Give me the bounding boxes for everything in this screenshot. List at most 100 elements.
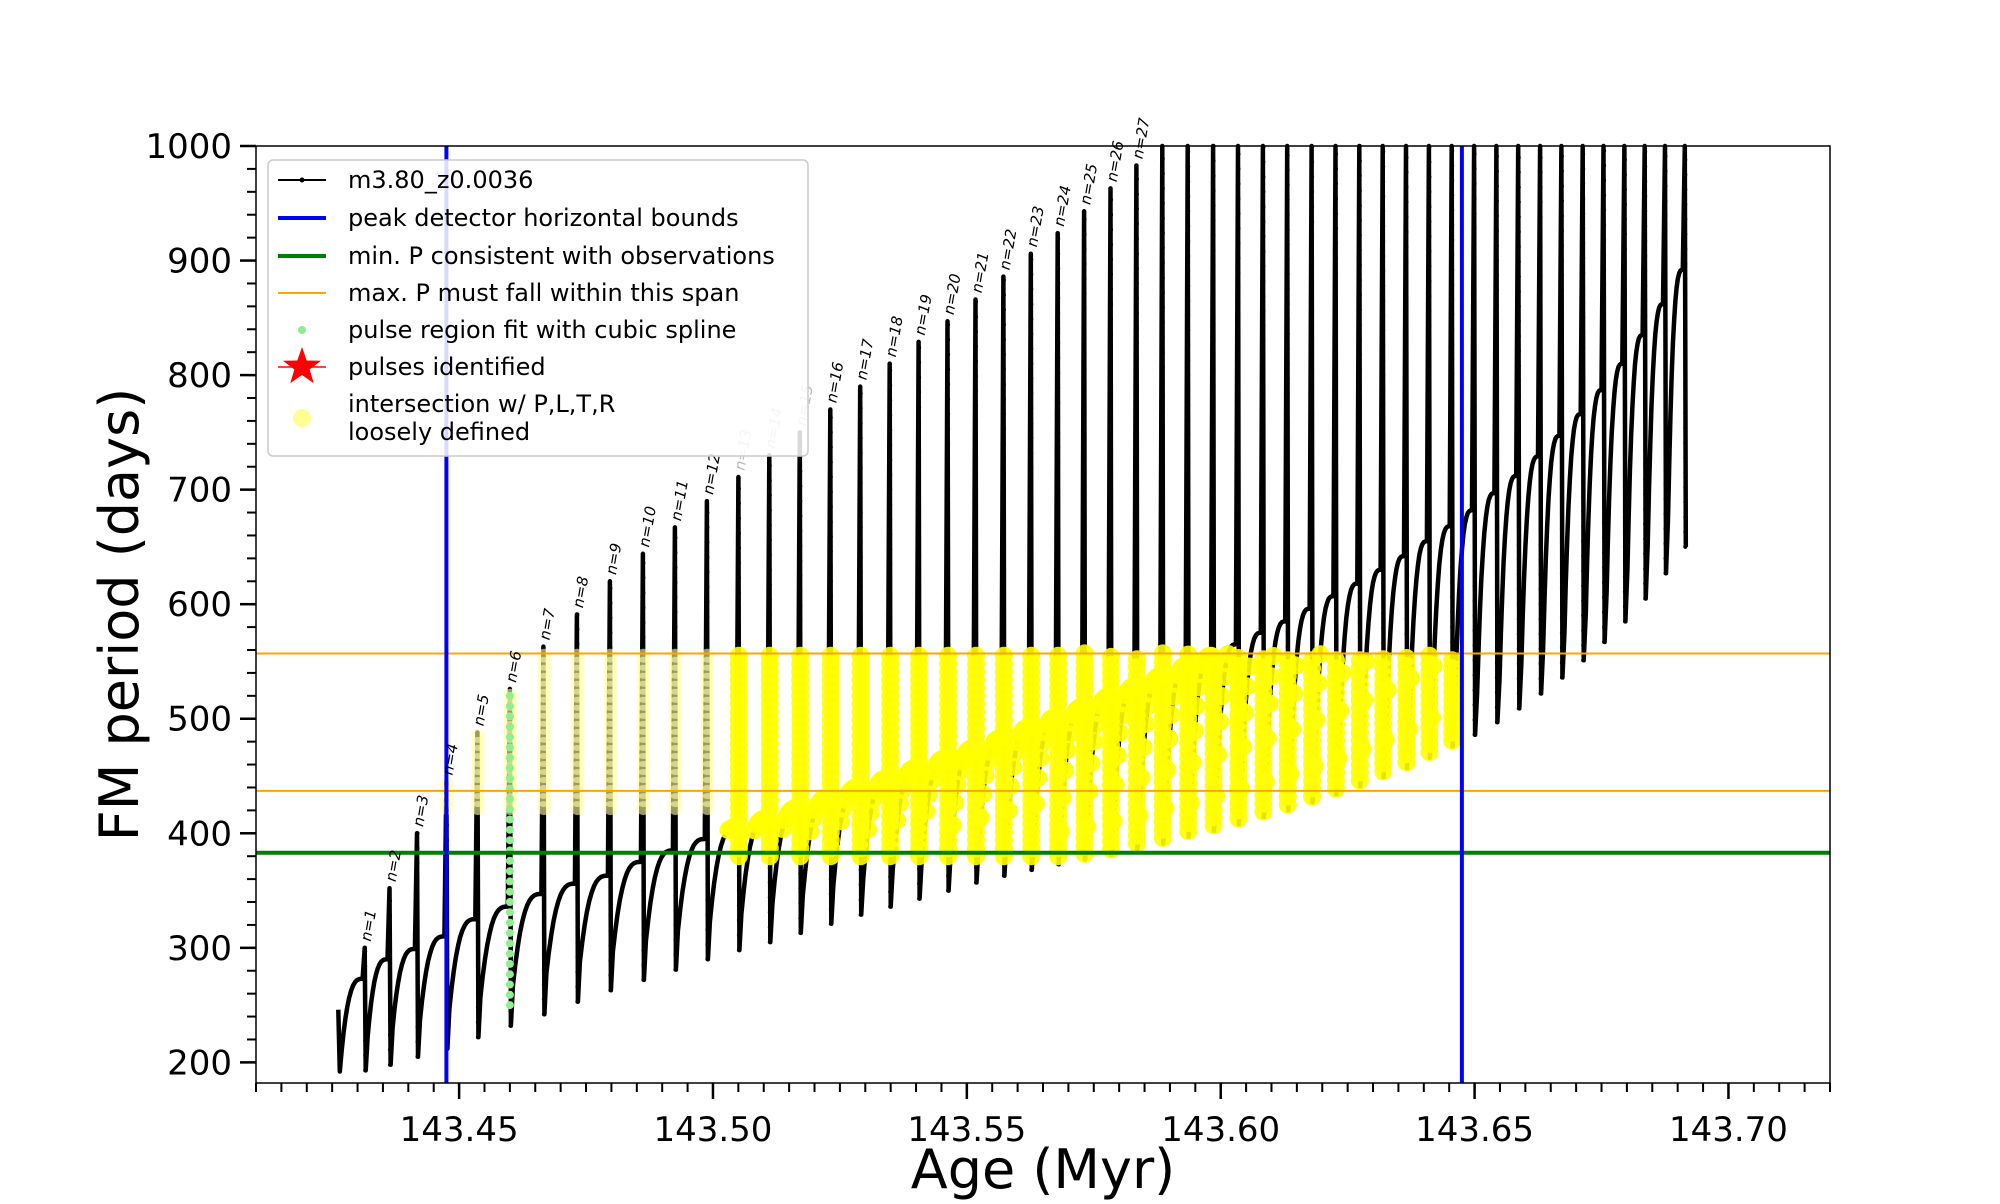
track-point [1404, 170, 1409, 175]
track-point [1109, 451, 1113, 455]
track-point [363, 979, 368, 984]
track-point [1029, 302, 1034, 307]
spline-point [505, 980, 514, 989]
track-point [608, 869, 613, 874]
track-point [1538, 334, 1543, 339]
track-point [1357, 382, 1362, 387]
track-point [888, 532, 893, 537]
track-point [767, 463, 772, 468]
track-point [1472, 643, 1477, 648]
spline-point [505, 990, 514, 999]
track-point [541, 1012, 546, 1017]
track-point [1236, 643, 1241, 648]
track-point [888, 398, 893, 403]
track-point [1186, 477, 1191, 482]
track-point [608, 630, 613, 635]
track-point [1381, 358, 1386, 363]
track-point [1472, 479, 1477, 484]
track-point [1334, 226, 1338, 231]
track-point [1404, 632, 1409, 636]
track-point [1683, 336, 1688, 341]
track-point [1622, 559, 1627, 564]
track-point [1494, 630, 1499, 635]
intersection-point [1049, 646, 1068, 665]
track-point [1334, 256, 1338, 261]
track-point [1285, 331, 1290, 336]
track-point [917, 613, 922, 618]
intersection-point [1283, 720, 1302, 738]
intersection-group [971, 646, 1013, 866]
legend-entry: peak detector horizontal bounds [278, 204, 739, 232]
track-point [673, 640, 678, 644]
track-point [1381, 343, 1386, 348]
track-point [917, 479, 922, 484]
track-point [1029, 614, 1034, 619]
track-point [767, 627, 772, 632]
track-point [1602, 208, 1607, 213]
track-point [1029, 599, 1034, 604]
track-point [1285, 495, 1290, 500]
track-point [1602, 625, 1607, 630]
track-point [1109, 287, 1113, 292]
track-point [1516, 363, 1521, 368]
track-point [888, 547, 893, 552]
track-point [1029, 406, 1034, 411]
track-point [767, 582, 772, 587]
track-point [1211, 635, 1216, 640]
track-point [1082, 366, 1087, 371]
legend-entry: pulse region fit with cubic spline [298, 316, 736, 344]
intersection-point [946, 793, 965, 812]
track-point [641, 575, 646, 580]
track-point [1109, 391, 1113, 396]
spline-point [505, 794, 514, 803]
pulse-spike [388, 898, 392, 1067]
track-point [1538, 572, 1543, 577]
track-point [798, 558, 803, 563]
track-point [974, 389, 978, 394]
track-point [1602, 431, 1607, 436]
track-point [1310, 204, 1315, 209]
track-point [1056, 489, 1061, 494]
spline-point [505, 856, 514, 865]
track-point [736, 501, 741, 506]
track-point [767, 895, 772, 900]
track-point [1559, 601, 1564, 605]
track-point [1236, 390, 1241, 395]
intersection-point [1400, 720, 1419, 738]
track-point [1381, 566, 1386, 571]
track-point [767, 612, 772, 617]
track-point [363, 993, 368, 998]
track-point [946, 888, 951, 893]
track-point [673, 610, 678, 615]
track-point [1357, 635, 1362, 640]
track-point [1056, 549, 1061, 554]
track-point [641, 605, 646, 610]
track-point [1186, 536, 1191, 541]
track-point [1559, 526, 1564, 531]
track-point [1310, 562, 1315, 567]
y-tick-label: 1000 [145, 127, 232, 167]
track-point [917, 360, 922, 365]
track-point [736, 888, 741, 893]
track-point [1472, 390, 1477, 395]
track-point [1602, 640, 1607, 644]
track-point [1261, 517, 1266, 522]
track-point [917, 390, 922, 395]
legend-swatch [298, 326, 306, 334]
track-point [1381, 388, 1386, 392]
track-point [828, 475, 833, 479]
track-point [1538, 632, 1543, 636]
track-point [1134, 579, 1139, 584]
track-point [415, 861, 420, 866]
track-point [1186, 224, 1191, 229]
track-point [1663, 377, 1668, 382]
track-point [575, 955, 580, 959]
track-point [1236, 449, 1241, 454]
track-point [475, 930, 480, 935]
track-point [1559, 496, 1564, 501]
track-point [1082, 559, 1087, 564]
track-point [828, 906, 833, 911]
track-point [1683, 321, 1688, 326]
track-point [388, 913, 392, 918]
track-point [1494, 243, 1499, 248]
